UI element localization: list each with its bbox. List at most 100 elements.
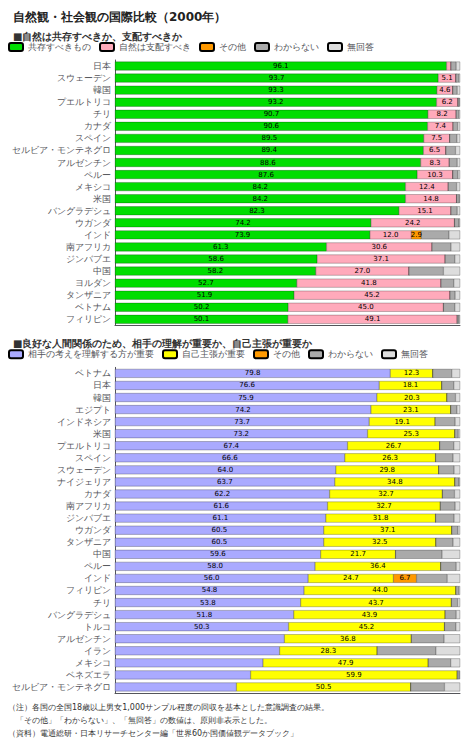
svg-text:バングラデシュ: バングラデシュ bbox=[47, 206, 111, 216]
svg-text:バングラデシュ: バングラデシュ bbox=[47, 610, 111, 620]
svg-text:日本: 日本 bbox=[93, 380, 111, 390]
svg-text:73.9: 73.9 bbox=[235, 231, 251, 239]
svg-text:93.2: 93.2 bbox=[268, 98, 284, 106]
svg-text:米国: 米国 bbox=[93, 429, 111, 439]
svg-text:韓国: 韓国 bbox=[93, 393, 111, 403]
svg-text:63.7: 63.7 bbox=[217, 478, 233, 486]
svg-text:6.5: 6.5 bbox=[429, 146, 440, 154]
svg-text:インド: インド bbox=[84, 230, 111, 240]
svg-text:60.5: 60.5 bbox=[212, 526, 228, 534]
svg-text:15.1: 15.1 bbox=[417, 207, 433, 215]
svg-text:プエルトリコ: プエルトリコ bbox=[57, 97, 111, 107]
svg-text:50.3: 50.3 bbox=[194, 623, 210, 631]
svg-text:わからない: わからない bbox=[328, 349, 373, 359]
svg-text:76.6: 76.6 bbox=[239, 381, 255, 389]
svg-text:36.8: 36.8 bbox=[340, 635, 356, 643]
svg-text:5.1: 5.1 bbox=[441, 74, 452, 82]
svg-text:89.4: 89.4 bbox=[261, 146, 277, 154]
svg-text:50.2: 50.2 bbox=[194, 303, 210, 311]
svg-text:59.9: 59.9 bbox=[346, 671, 362, 679]
svg-text:28.3: 28.3 bbox=[321, 647, 337, 655]
svg-text:スペイン: スペイン bbox=[75, 133, 111, 143]
svg-text:62.2: 62.2 bbox=[214, 490, 230, 498]
svg-text:73.7: 73.7 bbox=[234, 418, 250, 426]
svg-text:54.8: 54.8 bbox=[202, 586, 218, 594]
svg-text:メキシコ: メキシコ bbox=[75, 182, 111, 192]
svg-text:31.8: 31.8 bbox=[373, 514, 389, 522]
svg-text:74.2: 74.2 bbox=[235, 219, 251, 227]
svg-text:タンザニア: タンザニア bbox=[66, 537, 111, 547]
svg-text:わからない: わからない bbox=[274, 42, 319, 52]
svg-text:アルゼンチン: アルゼンチン bbox=[57, 158, 111, 168]
svg-text:20.3: 20.3 bbox=[404, 394, 420, 402]
svg-text:19.1: 19.1 bbox=[394, 418, 410, 426]
svg-text:エジプト: エジプト bbox=[75, 405, 111, 415]
svg-text:26.7: 26.7 bbox=[386, 442, 402, 450]
svg-text:50.1: 50.1 bbox=[194, 315, 210, 323]
svg-text:タンザニア: タンザニア bbox=[66, 290, 111, 300]
svg-text:10.3: 10.3 bbox=[427, 171, 443, 179]
svg-text:2.9: 2.9 bbox=[411, 231, 422, 239]
svg-text:その他: その他 bbox=[219, 42, 246, 52]
svg-text:87.6: 87.6 bbox=[258, 171, 274, 179]
svg-text:41.8: 41.8 bbox=[361, 279, 377, 287]
svg-text:「その他」「わからない」、「無回答」の数値は、原則非表示とし: 「その他」「わからない」、「無回答」の数値は、原則非表示とした。 bbox=[8, 716, 272, 725]
svg-text:30.6: 30.6 bbox=[371, 243, 387, 251]
svg-text:51.8: 51.8 bbox=[197, 611, 213, 619]
svg-text:4.6: 4.6 bbox=[439, 86, 451, 94]
svg-text:43.9: 43.9 bbox=[362, 611, 378, 619]
svg-text:58.2: 58.2 bbox=[208, 267, 224, 275]
svg-text:中国: 中国 bbox=[93, 549, 111, 559]
svg-text:アルゼンチン: アルゼンチン bbox=[57, 634, 111, 644]
svg-text:45.2: 45.2 bbox=[359, 623, 375, 631]
svg-text:82.3: 82.3 bbox=[249, 207, 265, 215]
svg-text:75.9: 75.9 bbox=[238, 394, 254, 402]
svg-text:無回答: 無回答 bbox=[401, 349, 428, 359]
svg-text:59.6: 59.6 bbox=[210, 550, 226, 558]
svg-text:自己主張が重要: 自己主張が重要 bbox=[182, 349, 245, 359]
svg-text:トルコ: トルコ bbox=[84, 622, 111, 632]
svg-text:61.3: 61.3 bbox=[213, 243, 229, 251]
svg-text:64.0: 64.0 bbox=[218, 466, 234, 474]
svg-text:ウガンダ: ウガンダ bbox=[75, 525, 112, 535]
svg-text:ベトナム: ベトナム bbox=[75, 302, 111, 312]
svg-text:プエルトリコ: プエルトリコ bbox=[57, 441, 111, 451]
svg-text:61.1: 61.1 bbox=[213, 514, 229, 522]
svg-text:ベトナム: ベトナム bbox=[75, 368, 111, 378]
svg-text:49.1: 49.1 bbox=[365, 315, 381, 323]
svg-text:88.6: 88.6 bbox=[260, 159, 276, 167]
svg-text:61.6: 61.6 bbox=[213, 502, 229, 510]
svg-text:44.0: 44.0 bbox=[372, 586, 388, 594]
svg-text:自然は支配すべき: 自然は支配すべき bbox=[119, 42, 191, 52]
svg-text:27.0: 27.0 bbox=[355, 267, 371, 275]
svg-text:29.8: 29.8 bbox=[379, 466, 395, 474]
svg-text:ペルー: ペルー bbox=[84, 561, 111, 571]
svg-text:8.2: 8.2 bbox=[436, 110, 447, 118]
svg-text:25.3: 25.3 bbox=[403, 430, 419, 438]
svg-text:37.1: 37.1 bbox=[380, 526, 396, 534]
svg-text:フィリピン: フィリピン bbox=[66, 585, 111, 595]
svg-text:チリ: チリ bbox=[93, 109, 111, 119]
svg-text:8.3: 8.3 bbox=[429, 159, 440, 167]
svg-text:32.7: 32.7 bbox=[378, 490, 394, 498]
svg-text:カナダ: カナダ bbox=[84, 121, 112, 131]
svg-text:90.6: 90.6 bbox=[263, 122, 279, 130]
svg-text:58.6: 58.6 bbox=[208, 255, 224, 263]
svg-text:相手の考えを理解する方が重要: 相手の考えを理解する方が重要 bbox=[28, 349, 154, 359]
svg-text:ヨルダン: ヨルダン bbox=[75, 278, 111, 288]
svg-text:43.7: 43.7 bbox=[368, 599, 384, 607]
svg-text:自然観・社会観の国際比較（2000年）: 自然観・社会観の国際比較（2000年） bbox=[13, 10, 226, 24]
svg-text:カナダ: カナダ bbox=[84, 489, 112, 499]
svg-text:45.2: 45.2 bbox=[364, 291, 380, 299]
svg-text:スウェーデン: スウェーデン bbox=[57, 73, 111, 83]
svg-text:韓国: 韓国 bbox=[93, 85, 111, 95]
svg-text:南アフリカ: 南アフリカ bbox=[66, 242, 111, 252]
svg-text:チリ: チリ bbox=[93, 598, 111, 608]
svg-text:67.4: 67.4 bbox=[223, 442, 239, 450]
svg-text:ジンバブエ: ジンバブエ bbox=[66, 254, 111, 264]
svg-text:24.2: 24.2 bbox=[405, 219, 421, 227]
svg-text:32.5: 32.5 bbox=[372, 538, 388, 546]
svg-text:66.6: 66.6 bbox=[222, 454, 238, 462]
svg-text:ペルー: ペルー bbox=[84, 170, 111, 180]
svg-text:56.0: 56.0 bbox=[204, 574, 220, 582]
